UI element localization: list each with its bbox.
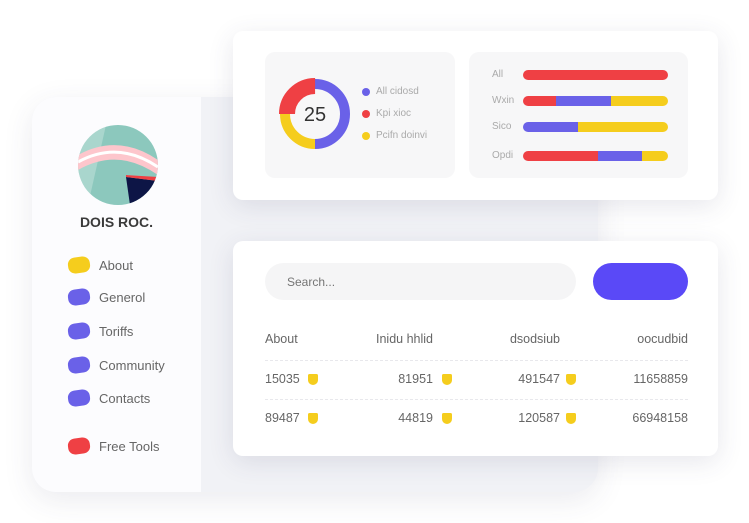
bar-segment (611, 96, 668, 106)
stacked-bar (523, 151, 668, 161)
nav-blob-icon (66, 436, 92, 456)
search-button[interactable] (593, 263, 688, 300)
sidebar-item-generol[interactable]: Generol (66, 287, 146, 307)
sidebar-item-label: Generol (99, 289, 146, 305)
donut-chart (279, 78, 351, 150)
donut-segment-red (279, 78, 351, 150)
legend-dot-icon (362, 131, 370, 140)
column-header: oocudbid (637, 332, 688, 346)
donut-panel: 25 All cidosd Kpi xioc Pcifn doinvi (265, 52, 455, 178)
donut-value: 25 (303, 104, 327, 126)
legend-item: All cidosd (362, 86, 419, 97)
table-cell: 81951 (398, 372, 433, 386)
table-card: About Inidu hhlid dsodsiub oocudbid 15035 819… (233, 241, 718, 456)
table-cell: 66948158 (632, 411, 688, 425)
shield-icon (442, 374, 452, 385)
bar-segment (556, 96, 612, 106)
bar-segment (598, 151, 642, 161)
sidebar-item-label: Toriffs (99, 323, 134, 339)
sidebar-item-about[interactable]: About (66, 255, 133, 275)
legend-label: Pcifn doinvi (376, 130, 428, 141)
nav-blob-icon (66, 355, 92, 375)
legend-label: All cidosd (376, 86, 419, 97)
sidebar-item-community[interactable]: Community (66, 355, 165, 375)
search-input[interactable] (265, 263, 576, 300)
shield-icon (566, 374, 576, 385)
legend-item: Pcifn doinvi (362, 130, 427, 141)
bar-row: All (469, 69, 689, 82)
column-header: Inidu hhlid (376, 332, 433, 346)
sidebar-item-free-tools[interactable]: Free Tools (66, 436, 160, 456)
sidebar-item-label: About (99, 257, 133, 273)
bar-row: Wxin (469, 95, 689, 108)
bar-row: Sico (469, 121, 689, 134)
bar-label: Wxin (492, 95, 515, 106)
sidebar-item-label: Free Tools (99, 438, 160, 454)
bar-segment (523, 70, 668, 80)
table-cell: 11658859 (633, 372, 688, 386)
legend-dot-icon (362, 87, 370, 96)
sidebar: DOIS ROC. About Generol Toriffs Community Co… (32, 97, 201, 492)
table-cell: 15035 (265, 372, 300, 386)
table-cell: 44819 (398, 411, 433, 425)
shield-icon (308, 374, 318, 385)
sidebar-item-label: Contacts (99, 390, 151, 406)
bar-segment (641, 151, 668, 161)
legend-dot-icon (362, 109, 370, 118)
column-header: dsodsiub (509, 332, 560, 346)
shield-icon (566, 413, 576, 424)
bar-segment (523, 96, 557, 106)
legend-label: Kpi xioc (376, 108, 412, 119)
stats-card: 25 All cidosd Kpi xioc Pcifn doinvi All Wxi… (233, 31, 718, 200)
bar-row: Opdi (469, 150, 689, 163)
bar-segment (523, 151, 599, 161)
bar-label: All (492, 69, 504, 80)
bars-panel: All Wxin Sico Opdi (469, 52, 688, 178)
sidebar-item-toriffs[interactable]: Toriffs (66, 321, 134, 341)
stacked-bar (523, 96, 668, 106)
legend-item: Kpi xioc (362, 108, 411, 119)
bar-label: Sico (492, 121, 512, 132)
sidebar-item-label: Community (99, 357, 165, 373)
divider (265, 360, 688, 361)
logo (78, 125, 158, 205)
column-header: About (265, 332, 298, 346)
sidebar-item-contacts[interactable]: Contacts (66, 388, 151, 408)
shield-icon (308, 413, 318, 424)
table-cell: 491547 (518, 372, 560, 386)
table-cell: 89487 (265, 411, 300, 425)
nav-blob-icon (66, 287, 92, 307)
shield-icon (442, 413, 452, 424)
stacked-bar (523, 122, 668, 132)
table-cell: 120587 (518, 411, 560, 425)
bar-segment (523, 122, 579, 132)
stacked-bar (523, 70, 668, 80)
bar-label: Opdi (492, 150, 514, 161)
nav-blob-icon (66, 321, 92, 341)
brand-name: DOIS ROC. (79, 214, 154, 230)
divider (265, 399, 688, 400)
bar-segment (578, 122, 668, 132)
nav-blob-icon (66, 255, 92, 275)
nav-blob-icon (66, 388, 92, 408)
